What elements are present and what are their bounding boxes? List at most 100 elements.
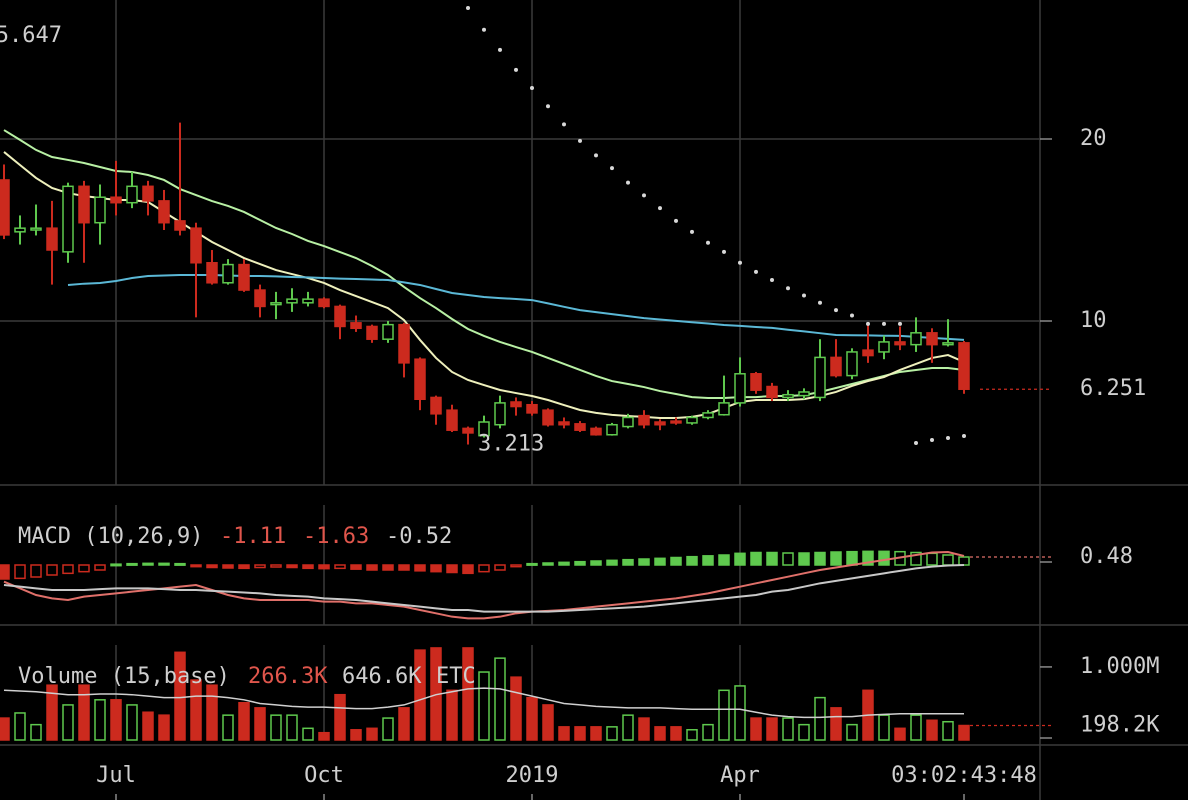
volume-bar [238, 701, 250, 741]
last-value-label: 0.48 [1080, 544, 1133, 569]
sar-dot [530, 86, 534, 91]
volume-bar [494, 657, 506, 741]
candle-body [670, 420, 682, 424]
candle-body [478, 421, 490, 437]
volume-bar [0, 717, 10, 741]
macd-histogram-bar [62, 564, 74, 575]
sar-dot [866, 321, 870, 326]
sar-dot [498, 47, 502, 52]
sar-dot [722, 249, 726, 254]
macd-histogram-bar [350, 564, 362, 570]
macd-histogram-bar [702, 555, 714, 566]
macd-histogram-bar [254, 564, 266, 569]
macd-histogram-bar [318, 564, 330, 570]
macd-histogram-bar [414, 564, 426, 572]
candle-body [702, 412, 714, 419]
volume-bar [222, 714, 234, 741]
macd-histogram-bar [398, 564, 410, 571]
indicator-unit: ETC [436, 664, 476, 689]
candle-body [926, 332, 938, 346]
macd-histogram-bar [574, 560, 586, 566]
candle-body [222, 263, 234, 284]
macd-histogram-bar [910, 551, 922, 566]
volume-bar [62, 704, 74, 741]
candle-body [382, 323, 394, 340]
indicator-title: MACD (10,26,9) [18, 524, 203, 549]
candle-body [334, 305, 346, 328]
sar-dot [482, 27, 486, 32]
volume-bar [670, 726, 682, 741]
macd-histogram-bar [798, 552, 810, 566]
macd-histogram-bar [846, 550, 858, 566]
last-price-label: 6.251 [1080, 376, 1146, 401]
candle-body [238, 263, 250, 291]
volume-bar [798, 723, 810, 741]
macd-histogram-bar [78, 564, 90, 573]
candle-body [894, 341, 906, 346]
y-tick-label: 1.000M [1080, 654, 1159, 679]
volume-bar [94, 699, 106, 741]
sar-dot [898, 321, 902, 326]
macd-histogram-bar [0, 564, 10, 580]
macd-histogram-bar [366, 564, 378, 571]
macd-histogram-bar [174, 562, 186, 566]
candle-body [366, 325, 378, 340]
indicator-readout: 646.6K [342, 664, 422, 689]
volume-bar [702, 723, 714, 741]
indicator-readout: -1.63 [303, 524, 369, 549]
macd-histogram-bar [142, 562, 154, 566]
candle-body [206, 262, 218, 284]
volume-bar [574, 726, 586, 741]
volume-bar [654, 726, 666, 741]
sar-dot [962, 434, 966, 439]
volume-bar [254, 707, 266, 741]
volume-bar [718, 689, 730, 741]
indicator-readout: -1.11 [220, 524, 286, 549]
sar-dot [786, 286, 790, 291]
moving-average [67, 273, 965, 341]
volume-bar [894, 727, 906, 741]
sar-dot [466, 5, 470, 10]
macd-histogram-bar [126, 562, 138, 566]
macd-histogram-bar [30, 564, 42, 578]
sar-dot [578, 138, 582, 143]
candle-body [174, 220, 186, 231]
volume-bar [334, 693, 346, 741]
candle-body [814, 356, 826, 399]
candle-body [782, 393, 794, 399]
volume-bar [398, 707, 410, 741]
volume-bar [462, 647, 474, 741]
macd-histogram-bar [542, 562, 554, 566]
sar-dot [546, 104, 550, 109]
macd-histogram-bar [590, 560, 602, 566]
candle-body [942, 342, 954, 346]
min-marker: 3.213 [478, 432, 544, 457]
volume-bar [174, 651, 186, 741]
candle-body [318, 298, 330, 308]
macd-histogram-bar [942, 554, 954, 566]
volume-bar [830, 707, 842, 741]
candle-body [126, 185, 138, 204]
macd-histogram-bar [94, 564, 106, 571]
volume-bar [814, 696, 826, 741]
macd-histogram-bar [638, 558, 650, 566]
candle-body [878, 341, 890, 353]
macd-histogram-bar [446, 564, 458, 574]
candle-body [78, 185, 90, 224]
volume-bar [846, 723, 858, 741]
candle-body [574, 423, 586, 431]
max-marker: 25.647 [0, 23, 62, 48]
candle-body [590, 427, 602, 436]
candle-body [398, 323, 410, 364]
volume-bar [910, 714, 922, 741]
macd-histogram-bar [814, 551, 826, 566]
candle-body [46, 227, 58, 251]
macd-histogram-bar [926, 552, 938, 566]
macd-histogram-bar [878, 550, 890, 566]
volume-bar [382, 717, 394, 741]
sar-dot [626, 180, 630, 185]
volume-bar [366, 727, 378, 741]
volume-bar [638, 717, 650, 741]
candle-body [510, 401, 522, 408]
sar-dot [594, 153, 598, 158]
